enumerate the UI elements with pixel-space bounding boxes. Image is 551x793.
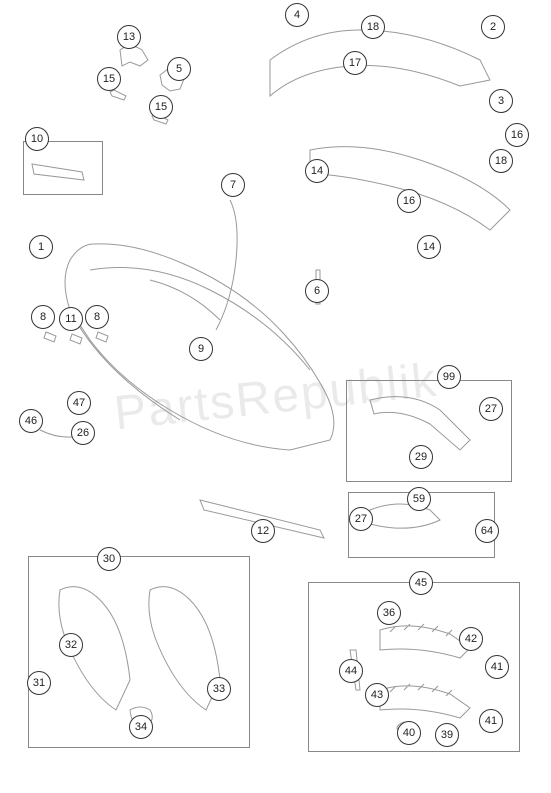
callout-8: 8 (85, 305, 109, 329)
callout-1: 1 (29, 235, 53, 259)
callout-5: 5 (167, 57, 191, 81)
callout-26: 26 (71, 421, 95, 445)
callout-17: 17 (343, 51, 367, 75)
part-bolt-11 (70, 334, 82, 344)
part-bolt-8b (96, 332, 108, 342)
callout-45: 45 (409, 571, 433, 595)
callout-7: 7 (221, 173, 245, 197)
callout-18: 18 (361, 15, 385, 39)
callout-2: 2 (481, 15, 505, 39)
callout-47: 47 (67, 391, 91, 415)
callout-16: 16 (505, 123, 529, 147)
callout-10: 10 (25, 127, 49, 151)
callout-12: 12 (251, 519, 275, 543)
callout-4: 4 (285, 3, 309, 27)
callout-18: 18 (489, 149, 513, 173)
part-bolt-8a (44, 332, 56, 342)
part-bolt-15a (110, 90, 126, 100)
group-box (346, 380, 512, 482)
callout-41: 41 (479, 709, 503, 733)
part-subframe-top (270, 30, 490, 96)
callout-3: 3 (489, 89, 513, 113)
callout-13: 13 (117, 25, 141, 49)
callout-32: 32 (59, 633, 83, 657)
callout-29: 29 (409, 445, 433, 469)
parts-diagram: PartsRepublik 41821317515315161018147161… (0, 0, 551, 793)
callout-34: 34 (129, 715, 153, 739)
callout-27: 27 (479, 397, 503, 421)
callout-46: 46 (19, 409, 43, 433)
callout-15: 15 (97, 67, 121, 91)
callout-44: 44 (339, 659, 363, 683)
callout-64: 64 (475, 519, 499, 543)
callout-11: 11 (59, 307, 83, 331)
callout-99: 99 (437, 365, 461, 389)
callout-36: 36 (377, 601, 401, 625)
callout-14: 14 (305, 159, 329, 183)
callout-39: 39 (435, 723, 459, 747)
callout-40: 40 (397, 721, 421, 745)
callout-33: 33 (207, 677, 231, 701)
callout-31: 31 (27, 671, 51, 695)
callout-6: 6 (305, 279, 329, 303)
callout-30: 30 (97, 547, 121, 571)
callout-27: 27 (349, 507, 373, 531)
callout-8: 8 (31, 305, 55, 329)
callout-16: 16 (397, 189, 421, 213)
part-bracket-13 (120, 46, 148, 66)
callout-43: 43 (365, 683, 389, 707)
callout-59: 59 (407, 487, 431, 511)
part-cable-7 (216, 200, 237, 330)
callout-9: 9 (189, 337, 213, 361)
callout-41: 41 (485, 655, 509, 679)
callout-15: 15 (149, 95, 173, 119)
callout-42: 42 (459, 627, 483, 651)
callout-14: 14 (417, 235, 441, 259)
